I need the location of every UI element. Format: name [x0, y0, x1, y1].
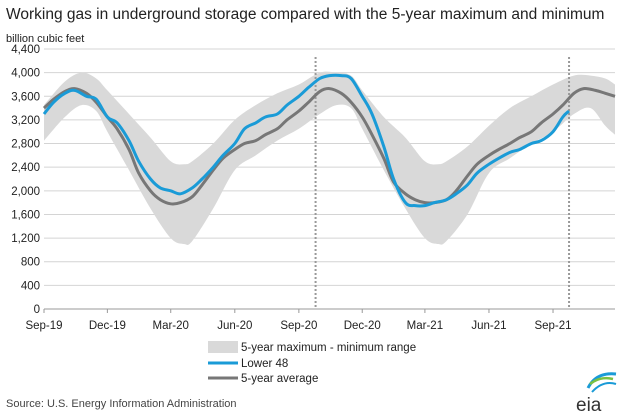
- legend-label-5-year-average: 5-year average: [241, 373, 318, 385]
- y-tick-label: 3,600: [11, 91, 40, 103]
- x-tick-label: Dec-19: [89, 320, 126, 332]
- legend-swatch-range: [208, 341, 238, 353]
- legend: 5-year maximum - minimum range Lower 48 …: [208, 341, 416, 385]
- y-tick-label: 4,000: [11, 68, 40, 80]
- y-tick-label: 3,200: [11, 115, 40, 127]
- chart-title: Working gas in underground storage compa…: [6, 6, 605, 23]
- x-tick-label: Sep-20: [280, 320, 317, 332]
- eia-logo: eia: [576, 372, 617, 415]
- x-tick-label: Sep-21: [534, 320, 571, 332]
- x-tick-label: Mar-20: [153, 320, 189, 332]
- x-axis-ticks: Sep-19 Dec-19 Mar-20 Jun-20 Sep-20 Dec-20 Mar-…: [25, 309, 572, 332]
- y-tick-label: 4,400: [11, 44, 40, 56]
- y-tick-label: 1,200: [11, 233, 40, 245]
- y-tick-label: 400: [21, 280, 40, 292]
- eia-logo-text: eia: [576, 395, 602, 415]
- series-line-5-year-average: [42, 87, 616, 206]
- y-tick-label: 0: [34, 304, 40, 316]
- series-line-lower-48: [42, 73, 571, 208]
- y-tick-label: 1,600: [11, 209, 40, 221]
- eia-logo-swoosh-icon: [586, 372, 617, 393]
- y-axis-ticks: 0 400 800 1,200 1,600 2,000 2,400 2,800 3,200 3,6…: [11, 44, 40, 316]
- y-axis-unit-label: billion cubic feet: [6, 33, 85, 45]
- legend-label-range: 5-year maximum - minimum range: [241, 342, 416, 354]
- legend-label-lower-48: Lower 48: [241, 358, 288, 370]
- x-tick-label: Mar-21: [407, 320, 443, 332]
- y-tick-label: 2,800: [11, 139, 40, 151]
- range-band: [44, 71, 615, 245]
- y-tick-label: 2,000: [11, 186, 40, 198]
- y-tick-label: 2,400: [11, 162, 40, 174]
- x-tick-label: Jun-20: [217, 320, 252, 332]
- x-tick-label: Dec-20: [344, 320, 381, 332]
- x-tick-label: Sep-19: [25, 320, 62, 332]
- source-note: Source: U.S. Energy Information Administ…: [6, 398, 237, 410]
- y-tick-label: 800: [21, 257, 40, 269]
- x-tick-label: Jun-21: [471, 320, 506, 332]
